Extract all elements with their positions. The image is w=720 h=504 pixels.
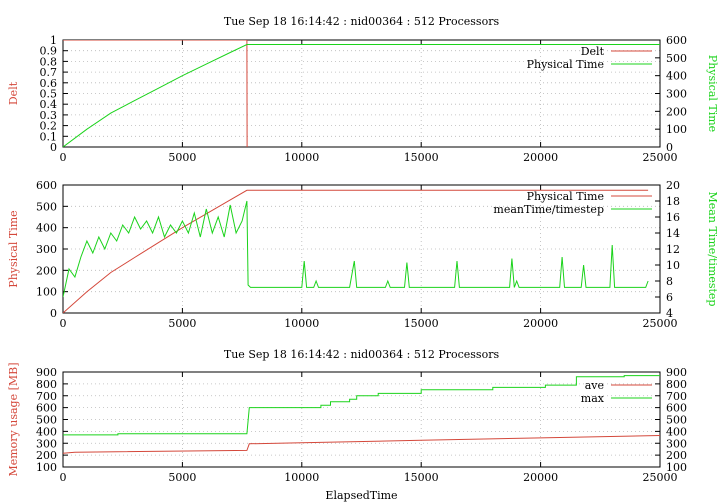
y2-tick-label: 700 [666,390,687,403]
y-tick-label: 300 [36,243,57,256]
series-line-physical-time [63,44,660,147]
x-tick-label: 25000 [643,317,678,330]
y2-tick-label: 18 [666,195,680,208]
y-tick-label: 600 [36,402,57,415]
chart-panel-3: Tue Sep 18 16:14:42 : nid00364 : 512 Pro… [7,348,687,502]
x-tick-label: 0 [60,151,67,164]
y-tick-label: 1 [50,34,57,47]
x-tick-label: 20000 [523,471,558,484]
y-tick-label: 0.8 [40,55,58,68]
y-tick-label: 300 [36,437,57,450]
y-tick-label: 400 [36,222,57,235]
y-tick-label: 200 [36,264,57,277]
y-tick-label: 900 [36,366,57,379]
y2-axis-label: Physical Time [706,55,719,132]
series-line-physical-time [63,189,649,313]
legend-label: ave [585,379,604,392]
y2-tick-label: 100 [666,123,687,136]
y2-tick-label: 200 [666,105,687,118]
x-tick-label: 15000 [404,151,439,164]
plot-frame [62,39,661,148]
x-tick-label: 15000 [404,317,439,330]
y2-tick-label: 10 [666,259,680,272]
chart-panel-1: Tue Sep 18 16:14:42 : nid00364 : 512 Pro… [7,15,719,164]
y2-tick-label: 100 [666,461,687,474]
y2-tick-label: 8 [666,275,673,288]
y-tick-label: 0.3 [40,109,58,122]
y2-tick-label: 16 [666,211,680,224]
x-tick-label: 10000 [284,317,319,330]
y2-tick-label: 500 [666,414,687,427]
y-tick-label: 600 [36,179,57,192]
y-tick-label: 0.5 [40,88,58,101]
y-axis-label: Physical Time [7,210,20,287]
series-line-delt [63,40,248,147]
y2-tick-label: 14 [666,227,680,240]
y2-tick-label: 6 [666,291,673,304]
y-tick-label: 0.7 [40,66,58,79]
y2-tick-label: 20 [666,179,680,192]
y2-tick-label: 300 [666,88,687,101]
x-tick-label: 10000 [284,471,319,484]
x-tick-label: 25000 [643,151,678,164]
series-line-meantime-timestep [63,200,649,298]
y-tick-label: 0.9 [40,45,58,58]
x-axis-label: ElapsedTime [325,489,397,502]
y-tick-label: 0 [50,141,57,154]
y-tick-label: 800 [36,378,57,391]
y2-tick-label: 0 [666,141,673,154]
y-tick-label: 500 [36,414,57,427]
legend-label: Physical Time [527,58,604,71]
x-tick-label: 25000 [643,471,678,484]
chart-title: Tue Sep 18 16:14:42 : nid00364 : 512 Pro… [224,15,500,28]
chart-panel-2: 0 5000 10000 15000 20000 25000 0 100 200 300 400 50… [7,179,719,330]
x-tick-label: 5000 [168,471,196,484]
y2-axis-label: Mean Time/timestep [706,192,719,307]
x-tick-label: 5000 [168,151,196,164]
plot-frame [62,371,661,468]
y2-tick-label: 300 [666,437,687,450]
series-line-ave [63,435,660,454]
y2-tick-label: 4 [666,307,673,320]
x-tick-label: 10000 [284,151,319,164]
y-tick-label: 400 [36,425,57,438]
chart-title: Tue Sep 18 16:14:42 : nid00364 : 512 Pro… [224,348,500,361]
x-tick-label: 0 [60,471,67,484]
y-tick-label: 0 [50,307,57,320]
y2-tick-label: 600 [666,402,687,415]
y-axis-label: Memory usage [MB] [7,362,20,476]
y-tick-label: 100 [36,461,57,474]
legend-label: Physical Time [527,190,604,203]
y2-tick-label: 800 [666,378,687,391]
y2-tick-label: 400 [666,70,687,83]
y-tick-label: 0.4 [40,98,58,111]
y-tick-label: 0.2 [40,120,58,133]
legend-label: max [581,392,605,405]
y-tick-label: 200 [36,449,57,462]
y2-tick-label: 400 [666,425,687,438]
y2-tick-label: 12 [666,243,680,256]
y2-tick-label: 200 [666,449,687,462]
y-tick-label: 500 [36,200,57,213]
y2-tick-label: 600 [666,34,687,47]
y2-tick-label: 500 [666,52,687,65]
x-tick-label: 5000 [168,317,196,330]
y-tick-label: 700 [36,390,57,403]
y-tick-label: 0.1 [40,130,58,143]
y-axis-label: Delt [7,81,20,105]
y-tick-label: 0.6 [40,77,58,90]
series-line-max [63,375,660,436]
legend-label: Delt [581,45,605,58]
y2-tick-label: 900 [666,366,687,379]
x-tick-label: 20000 [523,151,558,164]
x-tick-label: 0 [60,317,67,330]
x-tick-label: 15000 [404,471,439,484]
y-tick-label: 100 [36,286,57,299]
legend-label: meanTime/timestep [493,203,604,216]
x-tick-label: 20000 [523,317,558,330]
